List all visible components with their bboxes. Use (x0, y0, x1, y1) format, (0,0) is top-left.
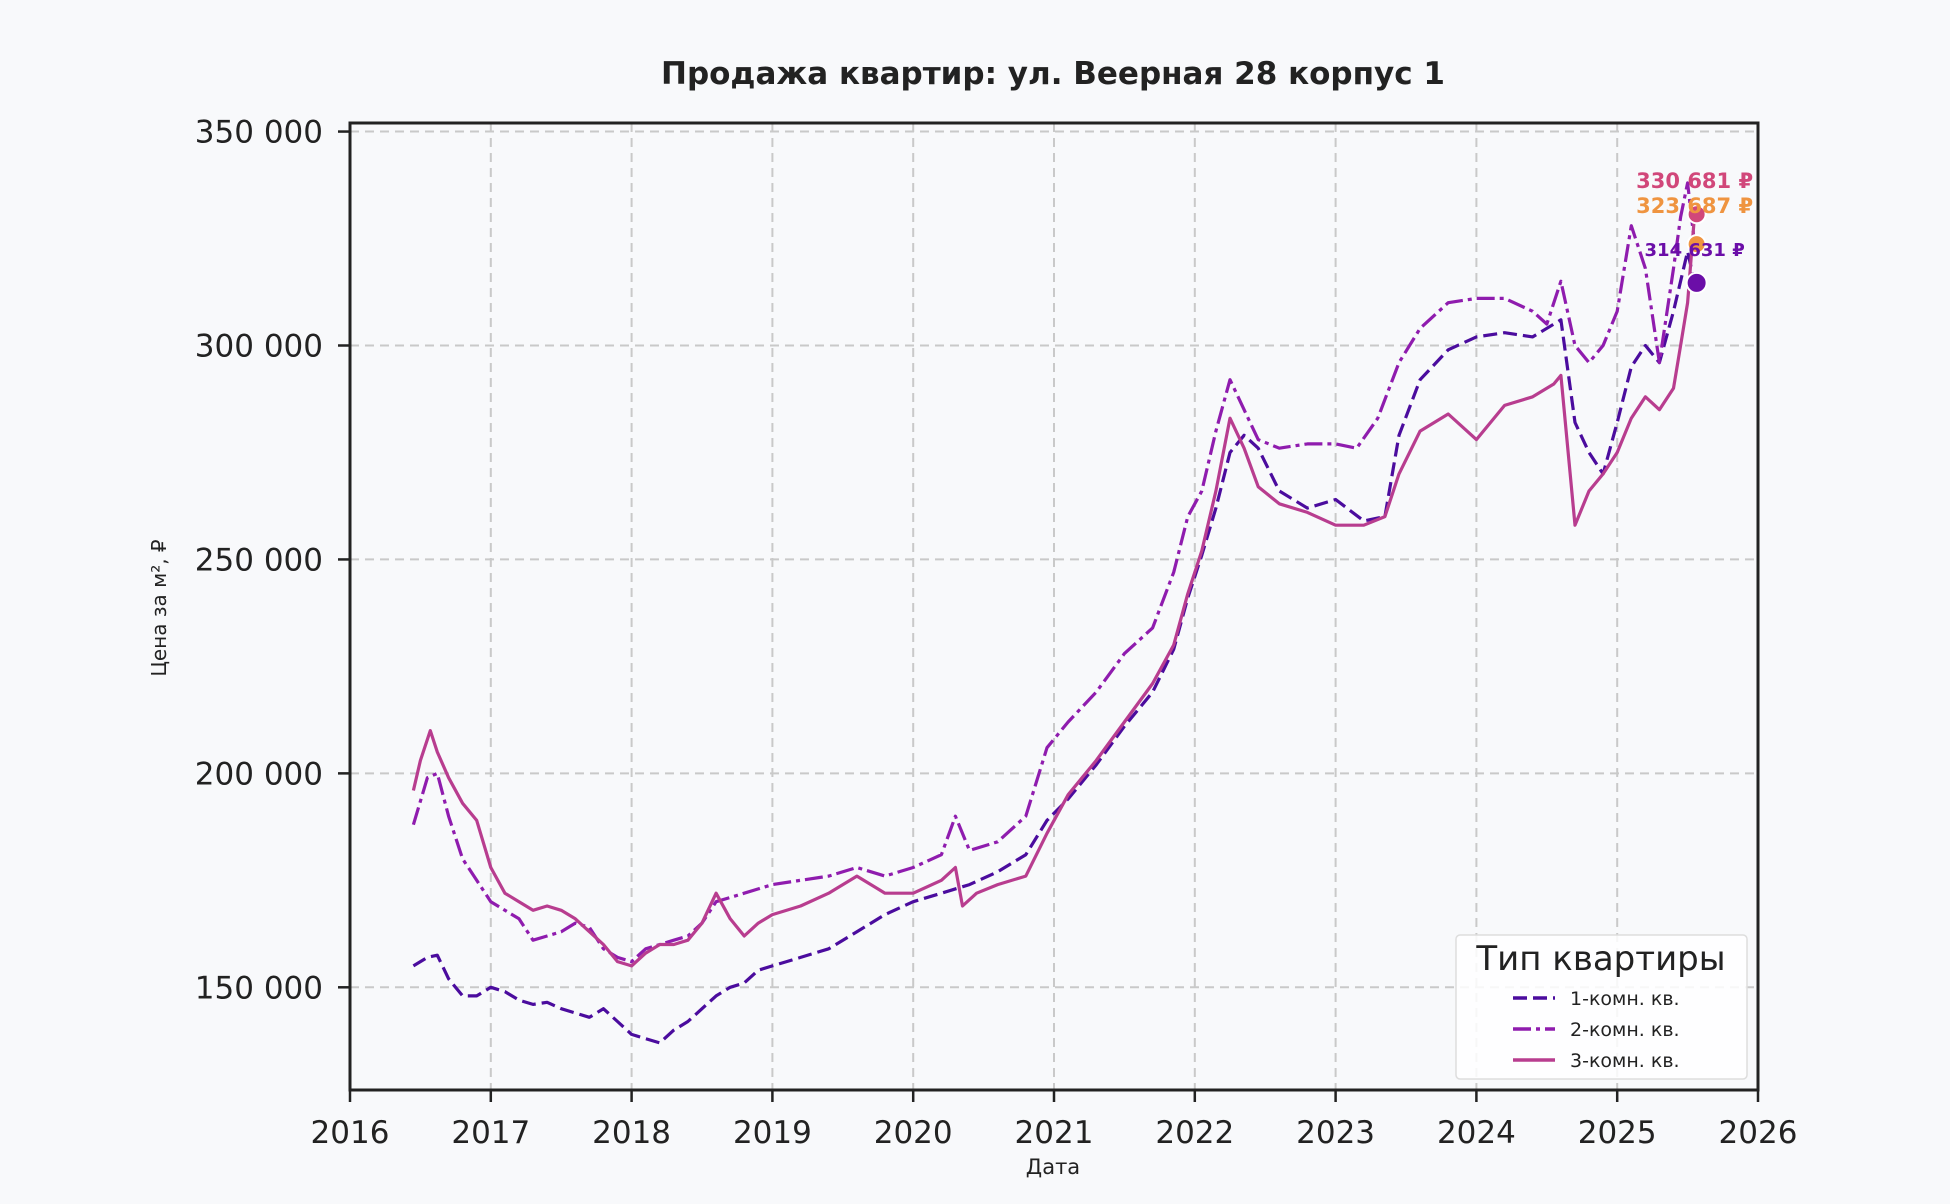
series-line-2 (411, 181, 1697, 964)
legend-entries: 1-комн. кв. 2-комн. кв. 3-комн. кв. (1513, 988, 1680, 1072)
y-tick-label: 150 000 (195, 970, 323, 1006)
end-point-marker (1686, 234, 1707, 255)
axes: 2016 2017 2018 2019 2020 2021 2022 2023 2024 2025… (195, 115, 1798, 1151)
y-axis-label: Цена за м², ₽ (147, 539, 171, 677)
x-axis-label: Дата (1026, 1155, 1080, 1179)
x-tick-label: 2026 (1719, 1115, 1798, 1151)
legend-label: 3-комн. кв. (1570, 1050, 1680, 1072)
y-tick-label: 300 000 (195, 328, 323, 364)
legend-label: 2-комн. кв. (1570, 1019, 1680, 1041)
y-tick-label: 250 000 (195, 542, 323, 578)
legend-box (1455, 934, 1748, 1080)
x-tick-label: 2017 (451, 1115, 530, 1151)
x-tick-label: 2018 (592, 1115, 671, 1151)
y-tick-label: 200 000 (195, 756, 323, 792)
x-tick-label: 2023 (1296, 1115, 1375, 1151)
end-value-label: 330 681 ₽ (1636, 169, 1753, 193)
x-tick-label: 2021 (1015, 1115, 1094, 1151)
legend-title: Тип квартиры (1475, 939, 1725, 979)
series-line-3 (411, 214, 1697, 968)
y-tick-label: 350 000 (195, 115, 323, 151)
x-tick-label: 2024 (1437, 1115, 1516, 1151)
x-tick-label: 2019 (733, 1115, 812, 1151)
end-value-label: 323 687 ₽ (1636, 194, 1753, 218)
end-value-label: 314 631 ₽ (1645, 240, 1745, 261)
end-point-annotations: 330 681 ₽323 687 ₽ 314 631 ₽ (1636, 169, 1753, 294)
x-tick-label: 2025 (1578, 1115, 1657, 1151)
series-lines (411, 181, 1697, 1045)
x-tick-label: 2020 (874, 1115, 953, 1151)
legend-label: 1-комн. кв. (1570, 988, 1680, 1010)
series-line-1 (412, 249, 1697, 1045)
chart-title: Продажа квартир: ул. Веерная 28 корпус 1 (661, 56, 1445, 92)
legend: Тип квартиры 1-комн. кв. 2-комн. кв. 3-ком… (1455, 934, 1748, 1080)
end-point-marker (1685, 271, 1708, 294)
end-point-marker (1686, 204, 1707, 225)
x-tick-label: 2022 (1155, 1115, 1234, 1151)
x-tick-label: 2016 (311, 1115, 390, 1151)
